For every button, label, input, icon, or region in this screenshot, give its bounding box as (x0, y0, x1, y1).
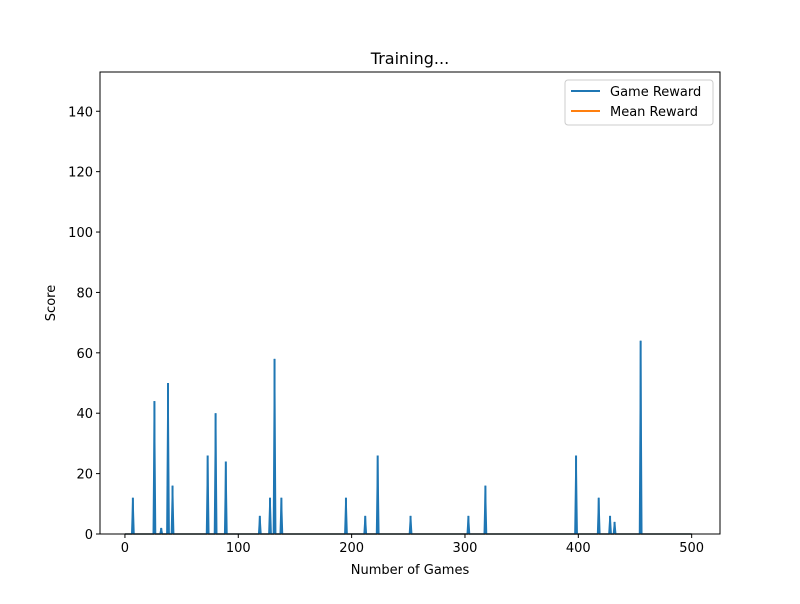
y-tick-label-40: 40 (76, 407, 93, 422)
series-layer (124, 340, 692, 535)
legend: Game Reward Mean Reward (564, 79, 714, 126)
legend-label-mean-reward: Mean Reward (610, 105, 698, 120)
y-tick-label-100: 100 (68, 226, 93, 241)
plot-frame (99, 71, 721, 535)
y-tick-label-20: 20 (76, 468, 93, 483)
y-tick-label-60: 60 (76, 347, 93, 362)
legend-label-game-reward: Game Reward (610, 85, 701, 100)
x-tick-label-400: 400 (566, 541, 591, 556)
x-tick-label-0: 0 (121, 541, 129, 556)
y-tick-label-0: 0 (85, 528, 93, 543)
x-tick-label-300: 300 (453, 541, 478, 556)
y-tick-label-120: 120 (68, 166, 93, 181)
plot-background (100, 72, 720, 534)
y-tick-label-80: 80 (76, 286, 93, 301)
x-tick-label-500: 500 (679, 541, 704, 556)
chart-title: Training... (370, 49, 449, 68)
x-axis-label: Number of Games (351, 563, 470, 578)
y-tick-label-140: 140 (68, 105, 93, 120)
legend-box (564, 79, 714, 126)
x-tick-label-100: 100 (226, 541, 251, 556)
x-tick-label-200: 200 (339, 541, 364, 556)
y-axis-label: Score (44, 285, 59, 321)
axes-layer: 0 100 200 300 400 500 0 20 40 60 80 100 120 140 (68, 71, 721, 556)
